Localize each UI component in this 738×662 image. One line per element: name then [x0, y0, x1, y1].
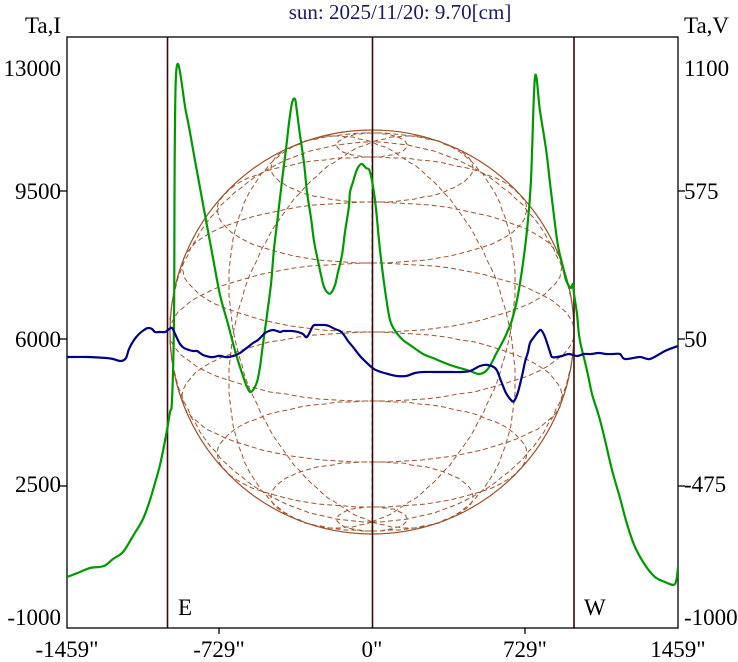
svg-text:W: W [584, 595, 606, 620]
svg-text:-475: -475 [684, 472, 726, 497]
svg-text:13000: 13000 [4, 56, 62, 81]
svg-text:575: 575 [684, 179, 719, 204]
svg-text:1459": 1459" [650, 637, 705, 662]
svg-text:Ta,V: Ta,V [684, 13, 729, 38]
svg-text:729": 729" [503, 637, 547, 662]
svg-text:Ta,I: Ta,I [25, 13, 61, 38]
svg-text:-729": -729" [193, 637, 245, 662]
svg-text:9500: 9500 [15, 179, 61, 204]
svg-text:-1000: -1000 [7, 605, 61, 630]
svg-text:2500: 2500 [15, 472, 61, 497]
svg-text:1100: 1100 [684, 56, 729, 81]
svg-text:6000: 6000 [15, 327, 61, 352]
svg-text:50: 50 [684, 327, 707, 352]
svg-text:E: E [178, 595, 192, 620]
svg-text:-1459": -1459" [35, 637, 98, 662]
svg-text:0": 0" [362, 637, 383, 662]
svg-text:-1000: -1000 [684, 605, 738, 630]
svg-text:sun: 2025/11/20: 9.70[cm]: sun: 2025/11/20: 9.70[cm] [289, 0, 512, 24]
